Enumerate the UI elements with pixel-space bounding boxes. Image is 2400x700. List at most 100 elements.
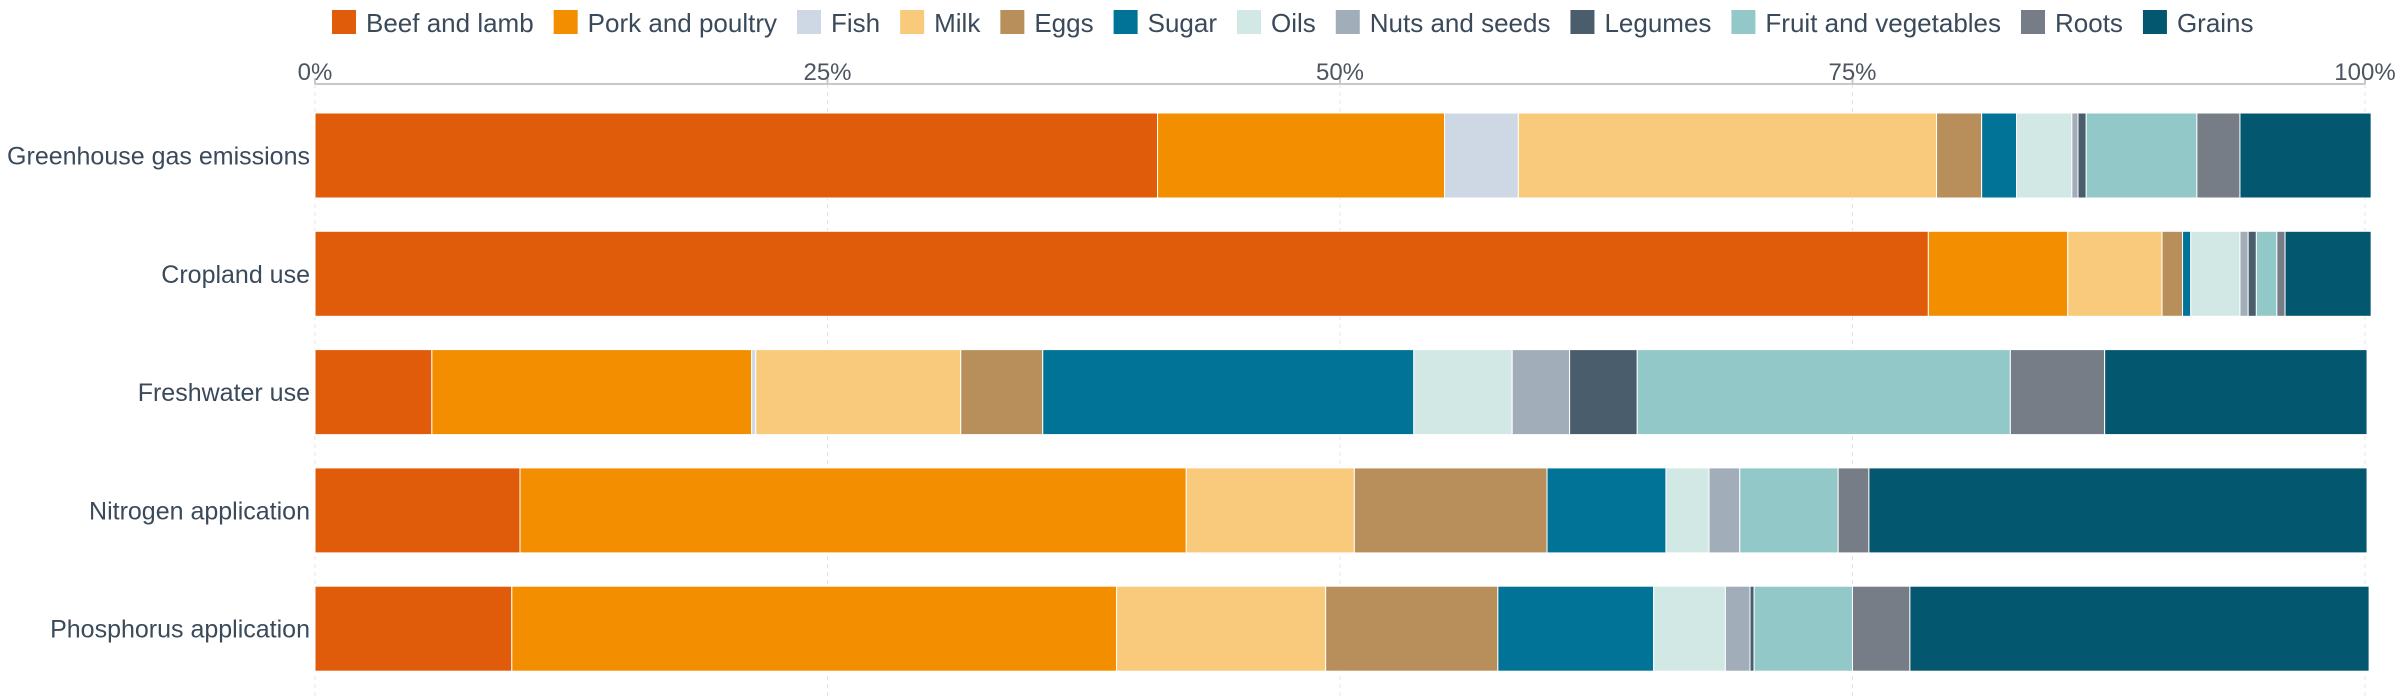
bar-segment-fruit-and-vegetables [1753, 585, 1853, 672]
bar-segment-eggs [2161, 230, 2184, 317]
bar-segment-oils [2016, 112, 2073, 199]
bar-segment-pork-and-poultry [1927, 230, 2069, 317]
bar-segment-oils [1653, 585, 1726, 672]
legend-item-beef-and-lamb: Beef and lamb [332, 8, 534, 38]
legend-label: Nuts and seeds [1370, 8, 1551, 38]
legend-swatch [1113, 10, 1138, 34]
bar-segment-nuts-and-seeds [2239, 230, 2249, 317]
legend-label: Oils [1271, 8, 1316, 38]
bar-segment-legumes [1749, 585, 1755, 672]
bar-row-phosphorus-application [314, 585, 2370, 672]
bar-segment-eggs [1936, 112, 1983, 199]
bar-segment-beef-and-lamb [314, 230, 1929, 317]
legend-swatch [2021, 10, 2046, 34]
legend-swatch [1237, 10, 1261, 34]
bar-segment-roots [2276, 230, 2286, 317]
bar-segment-legumes [2247, 230, 2257, 317]
bar-segment-nuts-and-seeds [1724, 585, 1751, 672]
bar-segment-fruit-and-vegetables [1636, 349, 2011, 436]
x-tick-label: 0% [298, 59, 333, 86]
legend-swatch [797, 10, 821, 34]
y-axis: Greenhouse gas emissions Cropland use Fres… [7, 143, 310, 644]
legend-swatch [332, 10, 356, 34]
legend-item-grains: Grains [2142, 8, 2254, 38]
legend-label: Fruit and vegetables [1765, 8, 2001, 38]
bar-segment-sugar [1981, 112, 2018, 199]
legend-item-nuts-and-seeds: Nuts and seeds [1335, 8, 1551, 38]
legend-label: Milk [934, 8, 981, 38]
legend-item-legumes: Legumes [1570, 8, 1711, 38]
legend: Beef and lamb Pork and poultry Fish Milk Egg… [332, 8, 2254, 38]
bar-segment-oils [1665, 467, 1710, 554]
category-label: Phosphorus application [50, 616, 310, 644]
bar-segment-nuts-and-seeds [1511, 349, 1571, 436]
bar-row-freshwater-use [314, 349, 2368, 436]
bar-segment-legumes [2077, 112, 2087, 199]
category-label: Nitrogen application [89, 497, 310, 525]
bar-segment-sugar [1497, 585, 1655, 672]
bar-segment-eggs [1325, 585, 1499, 672]
bar-row-nitrogen-application [314, 467, 2368, 554]
bar-segment-milk [2067, 230, 2163, 317]
bar-segment-milk [1116, 585, 1327, 672]
legend-item-fruit-and-vegetables: Fruit and vegetables [1731, 8, 2001, 38]
bar-segment-roots [2196, 112, 2241, 199]
bar-segment-oils [2190, 230, 2241, 317]
x-tick-label: 75% [1828, 59, 1876, 86]
legend-label: Legumes [1604, 8, 1711, 38]
bar-segment-grains [1868, 467, 2368, 554]
bar-segment-beef-and-lamb [314, 349, 433, 436]
legend-item-sugar: Sugar [1113, 8, 1218, 38]
bar-segment-grains [2104, 349, 2368, 436]
legend-item-roots: Roots [2021, 8, 2123, 38]
legend-label: Roots [2055, 8, 2123, 38]
x-tick-label: 50% [1316, 59, 1364, 86]
legend-item-fish: Fish [797, 8, 880, 38]
bar-segment-beef-and-lamb [314, 585, 513, 672]
legend-item-eggs: Eggs [1000, 8, 1094, 38]
bar-segment-milk [1185, 467, 1355, 554]
bar-segment-beef-and-lamb [314, 467, 521, 554]
legend-swatch [1731, 10, 1756, 34]
x-axis: 0% 25% 50% 75% 100% [298, 59, 2396, 86]
category-label: Greenhouse gas emissions [7, 143, 310, 171]
bar-segment-eggs [960, 349, 1044, 436]
bar-segment-roots [2009, 349, 2106, 436]
bar-segment-fish [751, 349, 757, 436]
legend-swatch [553, 10, 578, 34]
legend-label: Fish [831, 8, 880, 38]
bar-segment-fruit-and-vegetables [2255, 230, 2278, 317]
bar-segment-roots [1852, 585, 1911, 672]
bar-segment-oils [1413, 349, 1513, 436]
bar-segment-milk [1517, 112, 1938, 199]
category-label: Cropland use [161, 261, 310, 289]
legend-swatch [1570, 10, 1595, 34]
x-tick-label: 25% [803, 59, 851, 86]
legend-item-milk: Milk [900, 8, 981, 38]
legend-swatch [2142, 10, 2167, 34]
bar-segment-pork-and-poultry [511, 585, 1118, 672]
legend-swatch [1000, 10, 1025, 34]
bar-segment-grains [1909, 585, 2370, 672]
bar-row-greenhouse-gas-emissions [314, 112, 2372, 199]
bar-segment-pork-and-poultry [519, 467, 1187, 554]
bar-segment-fruit-and-vegetables [2085, 112, 2198, 199]
bar-segment-sugar [2182, 230, 2192, 317]
bar-segment-grains [2284, 230, 2372, 317]
legend-label: Sugar [1148, 8, 1218, 38]
legend-swatch [900, 10, 925, 34]
bar-segment-pork-and-poultry [1157, 112, 1446, 199]
bar-segment-eggs [1353, 467, 1548, 554]
legend-label: Eggs [1034, 8, 1093, 38]
bar-segment-fruit-and-vegetables [1739, 467, 1839, 554]
legend-label: Grains [2177, 8, 2254, 38]
legend-label: Beef and lamb [366, 8, 534, 38]
bars [314, 112, 2372, 672]
bar-segment-roots [1837, 467, 1870, 554]
category-label: Freshwater use [138, 379, 310, 407]
legend-label: Pork and poultry [588, 8, 777, 38]
bar-row-cropland-use [314, 230, 2372, 317]
bar-segment-sugar [1546, 467, 1667, 554]
